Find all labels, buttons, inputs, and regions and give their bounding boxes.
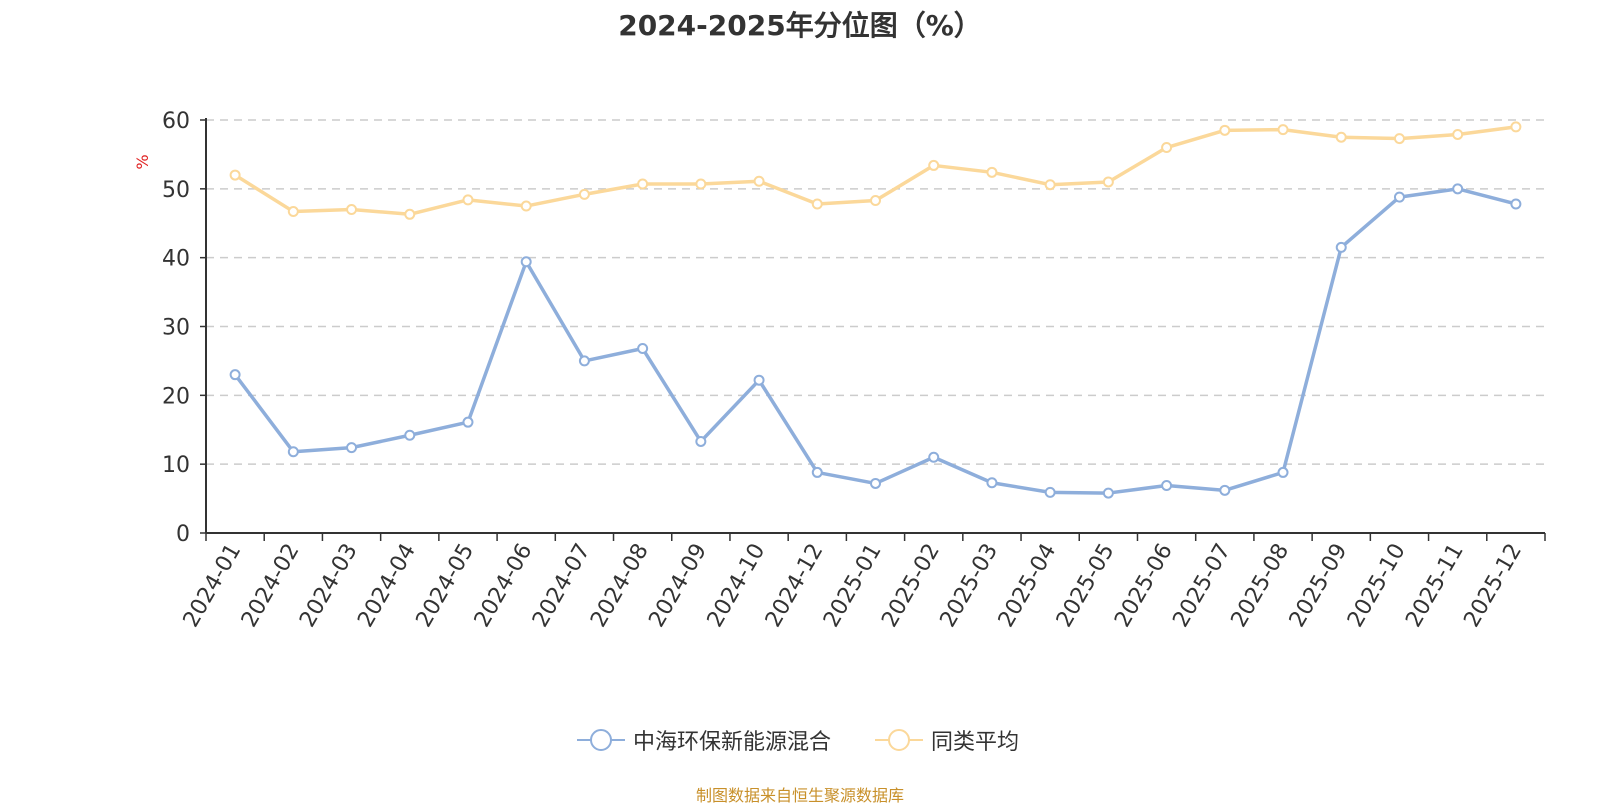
y-axis-label: % — [133, 154, 152, 169]
chart-legend: 中海环保新能源混合 同类平均 — [0, 722, 1600, 762]
y-tick-label: 40 — [162, 247, 190, 272]
source-note: 制图数据来自恒生聚源数据库 — [695, 786, 904, 805]
data-point-peer-average — [462, 194, 474, 206]
data-point-fund — [1219, 484, 1231, 496]
data-point-fund — [1102, 487, 1114, 499]
y-tick-label: 10 — [162, 453, 190, 478]
data-point-fund — [1161, 480, 1173, 492]
data-point-fund — [346, 442, 358, 454]
data-point-fund — [637, 343, 649, 355]
y-tick-label: 0 — [176, 522, 190, 547]
y-tick-label: 50 — [162, 178, 190, 203]
x-tick-label: 2024-05 — [412, 540, 480, 632]
data-point-peer-average — [695, 178, 707, 190]
legend-item-fund[interactable]: 中海环保新能源混合 — [577, 722, 831, 758]
data-point-peer-average — [753, 175, 765, 187]
legend-label-fund: 中海环保新能源混合 — [633, 730, 832, 755]
data-point-peer-average — [1161, 142, 1173, 154]
chart-title: 2024-2025年分位图（%） — [618, 9, 982, 42]
x-tick-label: 2024-01 — [179, 540, 247, 632]
data-point-peer-average — [1219, 124, 1231, 136]
data-point-fund — [928, 451, 940, 463]
data-point-fund — [1044, 486, 1056, 498]
x-tick-label: 2025-01 — [819, 540, 887, 632]
x-tick-label: 2024-10 — [703, 540, 771, 632]
data-point-fund — [1393, 191, 1405, 203]
data-point-peer-average — [1393, 133, 1405, 145]
data-point-peer-average — [1510, 121, 1522, 133]
data-point-fund — [986, 477, 998, 489]
data-point-fund — [1277, 466, 1289, 478]
data-point-peer-average — [928, 159, 940, 171]
data-point-fund — [520, 256, 532, 268]
data-point-peer-average — [404, 208, 416, 220]
x-tick-label: 2024-07 — [528, 540, 596, 632]
data-point-peer-average — [1044, 179, 1056, 191]
x-tick-label: 2024-02 — [237, 540, 305, 632]
data-point-peer-average — [1277, 124, 1289, 136]
x-tick-label: 2025-09 — [1285, 540, 1353, 632]
x-tick-label: 2025-05 — [1052, 540, 1120, 632]
x-tick-label: 2025-12 — [1459, 540, 1527, 632]
data-point-peer-average — [287, 206, 299, 218]
x-tick-label: 2025-06 — [1110, 540, 1178, 632]
x-tick-label: 2024-08 — [586, 540, 654, 632]
data-point-fund — [578, 355, 590, 367]
x-tick-label: 2024-12 — [761, 540, 829, 632]
data-point-peer-average — [520, 200, 532, 212]
data-point-peer-average — [578, 188, 590, 200]
x-tick-label: 2025-08 — [1227, 540, 1295, 632]
x-tick-label: 2024-06 — [470, 540, 538, 632]
data-point-fund — [404, 429, 416, 441]
data-point-fund — [1335, 241, 1347, 253]
x-tick-label: 2025-11 — [1401, 540, 1469, 632]
data-point-peer-average — [1335, 131, 1347, 143]
legend-marker-peer-average — [875, 729, 923, 751]
data-point-fund — [1452, 183, 1464, 195]
legend-marker-fund — [577, 729, 625, 751]
data-point-fund — [1510, 198, 1522, 210]
data-point-fund — [811, 466, 823, 478]
data-point-peer-average — [346, 203, 358, 215]
data-point-fund — [462, 416, 474, 428]
x-tick-label: 2025-07 — [1168, 540, 1236, 632]
data-point-peer-average — [229, 169, 241, 181]
data-point-fund — [753, 374, 765, 386]
y-tick-label: 20 — [162, 384, 190, 409]
legend-label-peer-average: 同类平均 — [931, 730, 1020, 755]
data-point-peer-average — [986, 166, 998, 178]
y-tick-label: 60 — [162, 109, 190, 134]
data-point-peer-average — [637, 178, 649, 190]
x-tick-label: 2024-04 — [353, 540, 421, 632]
x-tick-label: 2024-09 — [644, 540, 712, 632]
data-point-peer-average — [1102, 176, 1114, 188]
data-point-fund — [229, 369, 241, 381]
data-point-peer-average — [870, 195, 881, 207]
data-point-fund — [287, 446, 299, 458]
y-tick-label: 30 — [162, 316, 190, 341]
data-point-peer-average — [1452, 128, 1464, 140]
data-point-fund — [695, 435, 707, 447]
x-tick-label: 2025-02 — [877, 540, 945, 632]
data-point-fund — [870, 477, 881, 489]
x-tick-label: 2024-03 — [295, 540, 363, 632]
data-point-peer-average — [811, 198, 823, 210]
x-tick-label: 2025-03 — [936, 540, 1004, 632]
series-line-fund — [233, 187, 1517, 495]
legend-item-peer-average[interactable]: 同类平均 — [875, 722, 1019, 758]
x-tick-label: 2025-10 — [1343, 540, 1411, 632]
x-tick-label: 2025-04 — [994, 540, 1062, 632]
